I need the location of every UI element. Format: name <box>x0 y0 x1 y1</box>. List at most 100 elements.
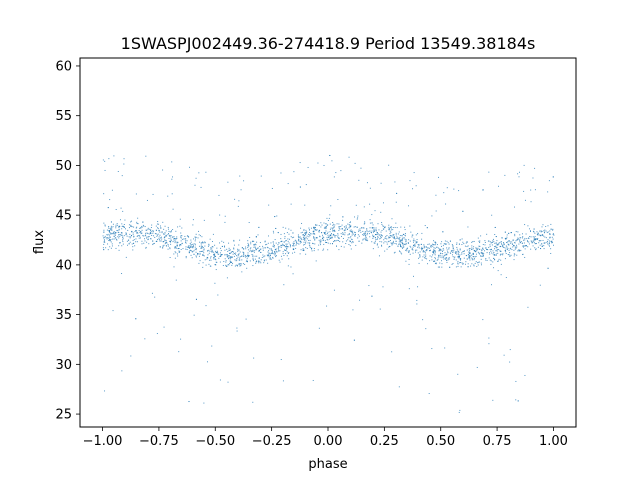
data-point <box>228 258 230 260</box>
data-point <box>534 232 536 234</box>
data-point <box>352 309 354 311</box>
data-point <box>480 255 482 257</box>
data-point <box>507 243 509 245</box>
data-point <box>236 257 238 259</box>
data-point <box>388 224 390 226</box>
data-point <box>105 237 107 239</box>
data-point <box>389 236 391 238</box>
data-point <box>399 243 401 245</box>
data-point <box>122 239 124 241</box>
data-point <box>343 229 345 231</box>
data-point <box>381 244 383 246</box>
data-point <box>430 244 432 246</box>
data-point <box>522 245 524 247</box>
data-point <box>258 249 260 251</box>
data-point <box>226 277 228 279</box>
data-point <box>338 227 340 229</box>
data-point <box>177 226 179 228</box>
data-point <box>349 240 351 242</box>
data-point <box>380 211 382 213</box>
data-point <box>157 234 159 236</box>
data-point <box>126 235 128 237</box>
data-point <box>452 256 454 258</box>
data-point <box>269 255 271 257</box>
data-point <box>252 257 254 259</box>
data-point <box>459 409 461 411</box>
data-point <box>529 236 531 238</box>
data-point <box>372 224 374 226</box>
data-point <box>371 232 373 234</box>
data-point <box>258 261 260 263</box>
data-point <box>332 227 334 229</box>
data-point <box>185 242 187 244</box>
data-point <box>369 236 371 238</box>
data-point <box>417 233 419 235</box>
data-point <box>245 260 247 262</box>
data-point <box>297 234 299 236</box>
data-point <box>363 232 365 234</box>
data-point <box>230 256 232 258</box>
data-point <box>327 219 329 221</box>
data-point <box>426 258 428 260</box>
data-point <box>552 242 554 244</box>
data-point <box>204 245 206 247</box>
data-point <box>524 256 526 258</box>
data-point <box>501 237 503 239</box>
data-point <box>506 236 508 238</box>
data-point <box>147 238 149 240</box>
data-point <box>170 239 172 241</box>
data-point <box>238 253 240 255</box>
data-point <box>146 241 148 243</box>
data-point <box>500 241 502 243</box>
data-point <box>513 253 515 255</box>
data-point <box>253 251 255 253</box>
data-point <box>375 230 377 232</box>
data-point <box>115 232 117 234</box>
data-point <box>259 242 261 244</box>
data-point <box>275 256 277 258</box>
data-point <box>211 250 213 252</box>
data-point <box>511 243 513 245</box>
data-point <box>407 242 409 244</box>
data-point <box>364 234 366 236</box>
data-point <box>422 319 424 321</box>
data-point <box>191 250 193 252</box>
data-point <box>505 251 507 253</box>
data-point <box>528 228 530 230</box>
data-point <box>412 234 414 236</box>
data-point <box>474 256 476 258</box>
data-point <box>141 229 143 231</box>
data-point <box>130 236 132 238</box>
data-point <box>188 236 190 238</box>
data-point <box>177 248 179 250</box>
data-point <box>310 233 312 235</box>
data-point <box>275 242 277 244</box>
data-point <box>377 246 379 248</box>
data-point <box>506 234 508 236</box>
data-point <box>427 243 429 245</box>
data-point <box>333 230 335 232</box>
data-point <box>103 249 105 251</box>
data-point <box>339 241 341 243</box>
data-point <box>519 239 521 241</box>
data-point <box>342 219 344 221</box>
data-point <box>162 247 164 249</box>
data-point <box>275 248 277 250</box>
data-point <box>414 244 416 246</box>
data-point <box>262 245 264 247</box>
data-point <box>388 236 390 238</box>
data-point <box>479 245 481 247</box>
data-point <box>362 227 364 229</box>
data-point <box>433 249 435 251</box>
data-point <box>472 253 474 255</box>
data-point <box>228 242 230 244</box>
data-point <box>273 245 275 247</box>
data-point <box>544 242 546 244</box>
data-point <box>424 225 426 227</box>
data-point <box>467 226 469 228</box>
data-point <box>434 241 436 243</box>
data-point <box>252 256 254 258</box>
data-point <box>188 245 190 247</box>
data-point <box>320 241 322 243</box>
data-point <box>518 250 520 252</box>
